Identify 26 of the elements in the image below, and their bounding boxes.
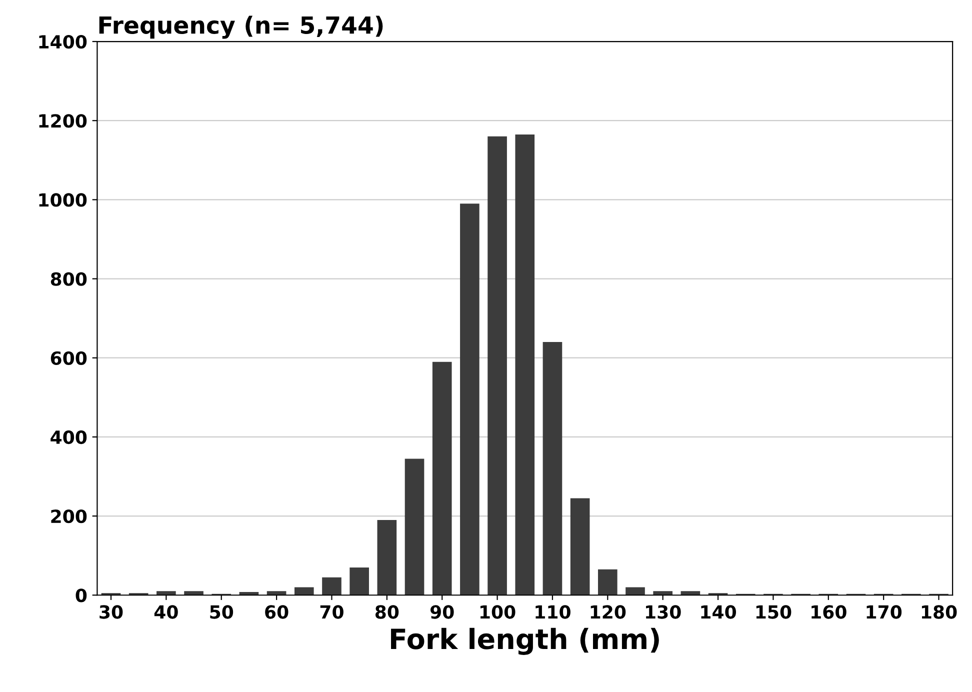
x-tick-label: 130 (646, 605, 681, 619)
x-tick-label: 80 (375, 605, 399, 619)
y-tick-label: 1200 (39, 114, 87, 128)
x-tick-label: 90 (430, 605, 454, 619)
x-tick-label: 100 (480, 605, 516, 619)
y-tick-label: 0 (76, 588, 87, 602)
x-tick-label: 150 (756, 605, 792, 619)
x-axis-title: Fork length (mm) (391, 628, 659, 655)
x-tick-label: 120 (590, 605, 626, 619)
x-tick-label: 160 (812, 605, 846, 619)
x-tick-label: 40 (154, 605, 178, 619)
x-tick-label: 180 (922, 605, 957, 619)
y-axis-title: Frequency (n= 5,744) (99, 16, 383, 39)
y-tick-label: 1400 (39, 34, 87, 49)
y-tick-label: 600 (50, 351, 87, 365)
y-tick-label: 200 (51, 509, 87, 524)
x-tick-label: 170 (866, 605, 902, 619)
x-tick-label: 70 (320, 605, 344, 619)
y-tick-label: 400 (50, 430, 87, 444)
x-tick-label: 50 (210, 605, 234, 619)
x-tick-label: 30 (100, 605, 123, 619)
y-tick-label: 800 (50, 272, 87, 286)
x-tick-label: 60 (265, 605, 288, 619)
x-tick-label: 110 (536, 605, 570, 619)
y-tick-label: 1000 (39, 193, 87, 207)
x-tick-label: 140 (701, 605, 736, 619)
